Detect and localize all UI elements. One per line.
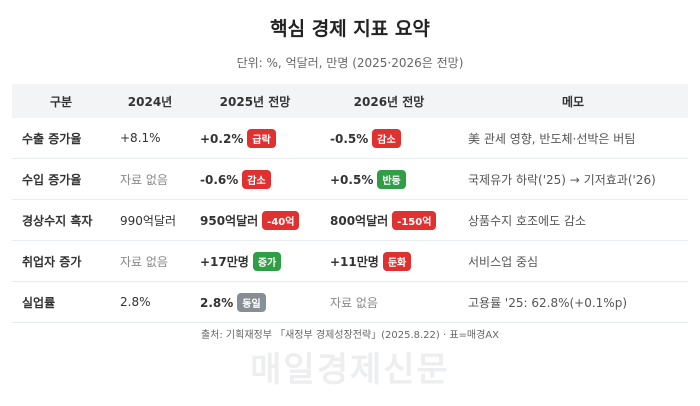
cell: 990억달러	[110, 212, 190, 229]
cell-value: 2.8%	[200, 295, 234, 310]
cell: +0.5% 반등	[320, 169, 458, 189]
cell: +0.2% 급락	[190, 128, 320, 148]
cell-value: 자료 없음	[120, 254, 168, 269]
badge: 감소	[242, 169, 271, 189]
memo: 서비스업 중심	[468, 254, 539, 269]
cell: 자료 없음	[110, 253, 190, 270]
subtitle: 단위: %, 억달러, 만명 (2025·2026은 전망)	[236, 56, 464, 70]
cell-value: -0.6%	[200, 172, 239, 187]
cell-value: +8.1%	[120, 131, 161, 145]
table-row: 수입 증가율 자료 없음 -0.6% 감소 +0.5% 반등 국제유가 하락('25) → …	[12, 159, 688, 200]
table-row: 취업자 증가 자료 없음 +17만명 증가 +11만명 둔화 서비스업 중심	[12, 241, 688, 282]
badge: 반등	[377, 169, 406, 189]
cell: -0.6% 감소	[190, 169, 320, 189]
cell-value: 990억달러	[120, 213, 177, 228]
column-header: 2026년 전망	[353, 94, 425, 109]
cell-value: 2.8%	[120, 295, 151, 309]
cell-value: -0.5%	[330, 131, 369, 146]
row-label: 실업률	[22, 295, 56, 310]
cell: +8.1%	[110, 131, 190, 145]
memo: 美 관세 영향, 반도체·선박은 버팀	[468, 131, 636, 146]
cell: 800억달러 -150억	[320, 210, 458, 230]
cell: -0.5% 감소	[320, 128, 458, 148]
table-row: 수출 증가율 +8.1% +0.2% 급락 -0.5% 감소 美 관세 영향, 반도체·선박…	[12, 118, 688, 159]
row-label: 수입 증가율	[22, 172, 82, 187]
cell: 자료 없음	[110, 171, 190, 188]
column-header: 2025년 전망	[219, 94, 291, 109]
cell-value: 950억달러	[200, 213, 259, 228]
cell-value: +17만명	[200, 254, 249, 269]
badge: 증가	[252, 251, 282, 271]
row-label: 수출 증가율	[22, 131, 82, 146]
badge: 동일	[237, 292, 266, 312]
header-row: 구분 2024년 2025년 전망 2026년 전망 메모	[12, 84, 688, 118]
row-label: 취업자 증가	[22, 254, 82, 269]
source: 출처: 기획재정부 「새정부 경제성장전략」(2025.8.22) · 표=매경…	[200, 330, 499, 341]
memo: 상품수지 호조에도 감소	[468, 213, 587, 228]
badge: -40억	[262, 210, 300, 230]
cell-value: +0.2%	[200, 131, 244, 146]
title: 핵심 경제 지표 요약	[270, 18, 430, 40]
column-header: 2024년	[127, 94, 173, 109]
cell-value: +0.5%	[330, 172, 374, 187]
table-row: 경상수지 흑자 990억달러 950억달러 -40억 800억달러 -150억 상품수지 호…	[12, 200, 688, 241]
cell-value: +11만명	[330, 254, 379, 269]
watermark: 매일경제신문	[250, 350, 450, 390]
column-header: 구분	[49, 94, 73, 109]
cell-value: 800억달러	[330, 213, 389, 228]
badge: 감소	[372, 128, 401, 148]
cell: +11만명 둔화	[320, 251, 458, 271]
cell-value: 자료 없음	[330, 295, 378, 310]
badge: 둔화	[382, 251, 412, 271]
column-header: 메모	[561, 94, 585, 109]
cell-value: 자료 없음	[120, 172, 168, 187]
cell: 2.8% 동일	[190, 292, 320, 312]
badge: -150억	[392, 210, 437, 230]
row-label: 경상수지 흑자	[22, 213, 93, 228]
cell: 자료 없음	[320, 294, 458, 311]
cell: +17만명 증가	[190, 251, 320, 271]
table-row: 실업률 2.8% 2.8% 동일 자료 없음 고용률 '25: 62.8%(+0.1%p)	[12, 282, 688, 323]
memo: 국제유가 하락('25) → 기저효과('26)	[468, 172, 656, 187]
memo: 고용률 '25: 62.8%(+0.1%p)	[468, 295, 628, 310]
cell: 2.8%	[110, 295, 190, 309]
cell: 950억달러 -40억	[190, 210, 320, 230]
badge: 급락	[247, 128, 276, 148]
